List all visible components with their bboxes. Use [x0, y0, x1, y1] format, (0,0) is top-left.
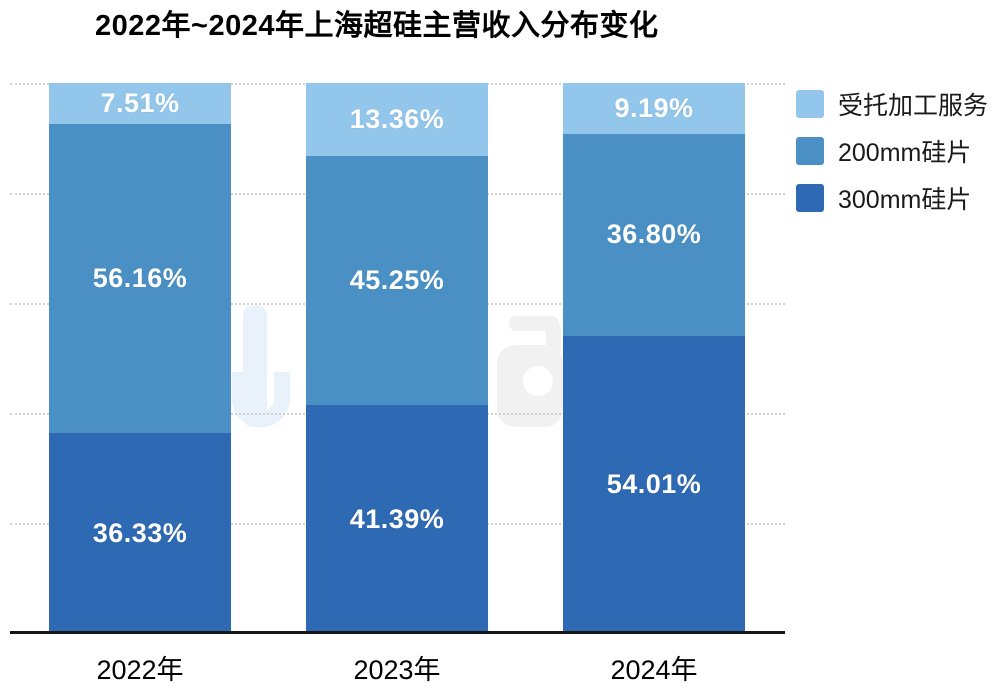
bar-2024年: 54.01% 36.80% 9.19% — [563, 83, 745, 633]
bar-segment-受托加工服务: 7.51% — [49, 83, 231, 125]
bar-segment-200mm硅片: 45.25% — [306, 156, 488, 406]
segment-value-label: 9.19% — [614, 92, 694, 123]
legend-swatch — [796, 90, 824, 118]
legend-item-200mm-wafer: 200mm硅片 — [796, 133, 988, 169]
bar-2023年: 41.39% 45.25% 13.36% — [306, 83, 488, 633]
legend-item-label: 200mm硅片 — [838, 139, 972, 167]
legend-item-label: 受托加工服务 — [838, 92, 989, 120]
legend-swatch — [796, 137, 824, 165]
legend-swatch — [796, 184, 824, 212]
segment-value-label: 13.36% — [349, 104, 445, 135]
x-axis-label: 2022年 — [96, 655, 184, 685]
segment-value-label: 41.39% — [349, 503, 445, 534]
watermark — [232, 372, 290, 427]
legend-item-300mm-wafer: 300mm硅片 — [796, 180, 988, 216]
legend-item-label: 300mm硅片 — [838, 186, 972, 214]
bar-segment-200mm硅片: 56.16% — [49, 124, 231, 434]
bar-segment-受托加工服务: 13.36% — [306, 83, 488, 157]
x-axis-label: 2023年 — [353, 655, 441, 685]
bar-segment-受托加工服务: 9.19% — [563, 83, 745, 134]
x-axis-label: 2024年 — [610, 655, 698, 685]
watermark — [546, 322, 561, 356]
x-axis-line — [10, 631, 785, 634]
segment-value-label: 36.80% — [606, 219, 702, 250]
chart-title: 2022年~2024年上海超硅主营收入分布变化 — [95, 10, 659, 42]
bar-segment-300mm硅片: 54.01% — [563, 335, 745, 633]
bar-2022年: 36.33% 56.16% 7.51% — [49, 83, 231, 633]
segment-value-label: 56.16% — [92, 263, 188, 294]
legend: 受托加工服务 200mm硅片 300mm硅片 — [796, 86, 988, 216]
segment-value-label: 54.01% — [606, 468, 702, 499]
segment-value-label: 7.51% — [100, 88, 180, 119]
bar-segment-300mm硅片: 41.39% — [306, 405, 488, 633]
legend-item-consigned-processing: 受托加工服务 — [796, 86, 988, 122]
watermark — [523, 366, 553, 396]
bar-segment-200mm硅片: 36.80% — [563, 133, 745, 336]
bar-segment-300mm硅片: 36.33% — [49, 433, 231, 633]
segment-value-label: 36.33% — [92, 517, 188, 548]
segment-value-label: 45.25% — [349, 265, 445, 296]
